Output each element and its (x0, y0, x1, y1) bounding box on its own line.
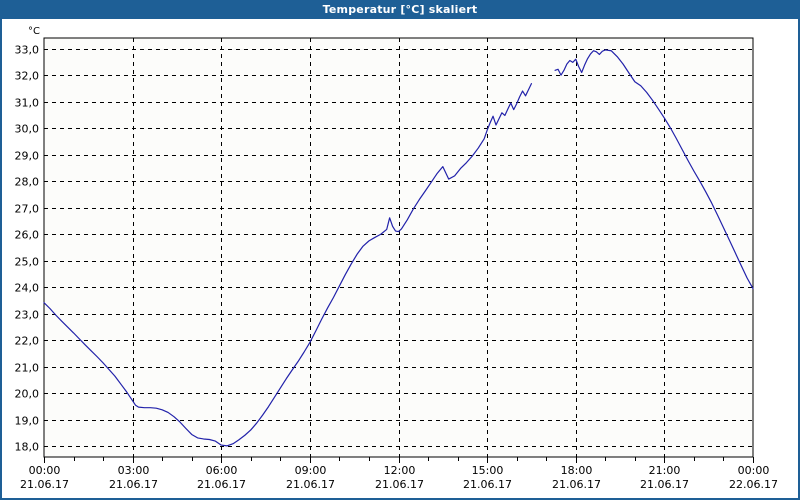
temperature-line (554, 49, 754, 290)
y-axis-tick-label: 33,0 (15, 44, 40, 57)
window-title-bar: Temperatur [°C] skaliert (0, 0, 800, 19)
y-axis-tick-label: 21,0 (15, 362, 40, 375)
x-axis-tickmarks (44, 457, 754, 463)
x-axis-date-label: 21.06.17 (463, 478, 512, 491)
x-axis-time-label: 12:00 (384, 464, 416, 477)
x-axis-time-label: 15:00 (472, 464, 504, 477)
x-axis-date-label: 22.06.17 (729, 478, 778, 491)
plot-background (44, 38, 753, 457)
x-axis-time-label: 00:00 (738, 464, 770, 477)
x-axis-time-label: 03:00 (118, 464, 150, 477)
y-axis-tick-label: 31,0 (15, 97, 40, 110)
x-axis-time-label: 06:00 (206, 464, 238, 477)
x-axis-time-label: 21:00 (649, 464, 681, 477)
x-axis-date-label: 21.06.17 (109, 478, 158, 491)
x-axis-time-label: 09:00 (295, 464, 327, 477)
y-axis-tick-label: 32,0 (15, 70, 40, 83)
y-axis-labels: 33,0 32,0 31,0 30,0 29,0 28,0 27,0 26,0 25,0 24,0… (15, 44, 40, 454)
y-axis-unit-label: °C (28, 26, 40, 37)
y-axis-tick-label: 29,0 (15, 150, 40, 163)
x-axis-date-label: 21.06.17 (552, 478, 601, 491)
y-axis-tick-label: 26,0 (15, 229, 40, 242)
y-axis-tick-label: 27,0 (15, 203, 40, 216)
vertical-gridlines (133, 38, 665, 457)
y-axis-tick-label: 19,0 (15, 415, 40, 428)
y-axis-tick-label: 25,0 (15, 256, 40, 269)
x-axis-date-label: 21.06.17 (197, 478, 246, 491)
y-axis-tick-label: 20,0 (15, 388, 40, 401)
temperature-series (43, 49, 754, 447)
y-axis-tick-label: 18,0 (15, 441, 40, 454)
plot-frame-border (43, 37, 754, 458)
y-axis-tick-label: 23,0 (15, 309, 40, 322)
x-axis-labels: 00:0021.06.1703:0021.06.1706:0021.06.170… (20, 464, 778, 491)
chart-plot: 33,0 32,0 31,0 30,0 29,0 28,0 27,0 26,0 25,0 24,0… (15, 26, 778, 491)
y-axis-tick-label: 30,0 (15, 123, 40, 136)
x-axis-date-label: 21.06.17 (20, 478, 69, 491)
x-axis-date-label: 21.06.17 (286, 478, 335, 491)
window-title: Temperatur [°C] skaliert (322, 3, 478, 16)
horizontal-gridlines (44, 49, 753, 447)
x-axis-time-label: 18:00 (561, 464, 593, 477)
x-axis-time-label: 00:00 (29, 464, 61, 477)
y-axis-tick-label: 24,0 (15, 282, 40, 295)
y-axis-tick-label: 22,0 (15, 335, 40, 348)
temperature-line (43, 83, 533, 447)
plot-area (43, 37, 754, 463)
x-axis-date-label: 21.06.17 (375, 478, 424, 491)
y-axis-tick-label: 28,0 (15, 176, 40, 189)
x-axis-date-label: 21.06.17 (640, 478, 689, 491)
